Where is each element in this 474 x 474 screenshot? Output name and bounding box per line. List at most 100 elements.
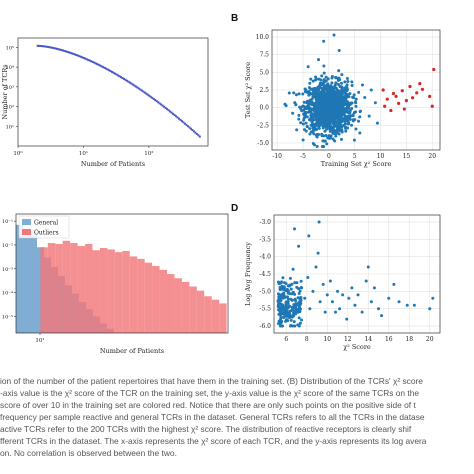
data-point xyxy=(88,59,91,62)
chart-a-frame xyxy=(17,37,209,147)
data-point xyxy=(369,88,373,92)
data-point xyxy=(282,315,286,319)
data-point xyxy=(125,79,128,82)
data-point xyxy=(377,307,381,311)
data-point xyxy=(292,227,296,231)
data-point xyxy=(311,289,315,293)
data-point xyxy=(412,303,416,307)
data-point xyxy=(78,55,81,58)
data-point xyxy=(321,282,325,286)
data-point xyxy=(170,111,173,114)
data-point xyxy=(67,51,70,54)
data-point xyxy=(358,115,362,119)
data-point xyxy=(330,109,334,113)
data-point xyxy=(307,234,311,238)
data-point xyxy=(306,275,310,279)
data-point xyxy=(316,118,320,122)
data-point xyxy=(284,301,288,305)
data-point xyxy=(332,86,336,90)
data-point xyxy=(354,110,358,114)
data-point xyxy=(328,129,332,133)
data-point xyxy=(136,86,139,89)
data-point xyxy=(344,126,348,130)
x-tick-label: -5 xyxy=(300,153,306,160)
bar-outliers xyxy=(40,247,48,333)
figure-caption: ion of the number of the patient reperto… xyxy=(0,375,474,459)
x-tick-label: 0 xyxy=(327,153,331,160)
data-point xyxy=(334,100,338,104)
data-point xyxy=(197,134,200,137)
data-point xyxy=(169,110,172,113)
x-axis-label: Number of Patients xyxy=(100,347,164,355)
data-point xyxy=(336,110,340,114)
chart-d-frame xyxy=(273,214,441,334)
data-point xyxy=(380,314,384,318)
data-point xyxy=(320,132,324,136)
data-point xyxy=(188,126,191,129)
data-point xyxy=(317,115,321,119)
data-point xyxy=(282,285,286,289)
data-point xyxy=(372,286,376,290)
data-point xyxy=(39,44,42,47)
data-point xyxy=(375,121,379,125)
y-tick-label: -3.5 xyxy=(259,236,271,243)
data-point xyxy=(324,124,328,128)
data-point xyxy=(189,127,192,130)
data-point xyxy=(405,303,409,307)
data-point xyxy=(334,134,338,138)
bar-outliers xyxy=(55,243,63,333)
data-point xyxy=(146,93,149,96)
data-point xyxy=(322,96,326,100)
data-point xyxy=(282,312,286,316)
data-point xyxy=(324,86,328,90)
bar-outliers xyxy=(196,290,205,333)
data-point xyxy=(336,78,340,82)
data-point xyxy=(392,282,396,286)
data-point xyxy=(166,108,169,111)
data-point xyxy=(340,103,344,107)
data-point xyxy=(122,77,125,80)
data-point xyxy=(364,279,368,283)
bar-outliers xyxy=(167,274,175,333)
bar-outliers xyxy=(211,299,220,333)
x-axis-label: χ² Score xyxy=(343,343,371,351)
data-point xyxy=(283,295,287,299)
data-point xyxy=(172,112,175,115)
y-tick-label: -3.0 xyxy=(259,219,271,226)
data-point xyxy=(191,129,194,132)
data-point xyxy=(315,120,319,124)
data-point xyxy=(352,93,356,97)
data-point xyxy=(327,126,331,130)
data-point xyxy=(336,118,340,122)
data-point xyxy=(317,123,321,127)
data-point xyxy=(297,92,301,96)
data-point xyxy=(360,83,364,87)
data-point xyxy=(296,323,300,327)
data-point xyxy=(318,105,322,109)
data-point xyxy=(328,279,332,283)
data-point xyxy=(279,297,283,301)
data-point xyxy=(350,84,354,88)
data-point xyxy=(328,117,332,121)
data-point xyxy=(333,131,337,135)
data-point xyxy=(44,45,47,48)
data-point xyxy=(323,129,327,133)
data-point xyxy=(155,100,158,103)
data-point xyxy=(298,321,302,325)
y-tick-label: 10² xyxy=(6,105,14,111)
data-point xyxy=(300,286,304,290)
data-point xyxy=(303,296,307,300)
data-point xyxy=(353,303,357,307)
data-point xyxy=(344,85,348,89)
caption-line: on. No correlation is observed between t… xyxy=(0,448,177,458)
legend-label-general: General xyxy=(34,220,58,227)
data-point xyxy=(319,100,323,104)
data-point xyxy=(93,61,96,64)
data-point xyxy=(48,46,51,49)
data-point xyxy=(326,93,330,97)
data-point xyxy=(94,62,97,65)
data-point xyxy=(149,95,152,98)
outlier-point xyxy=(404,98,408,103)
data-point xyxy=(280,319,284,323)
data-point xyxy=(345,106,349,110)
